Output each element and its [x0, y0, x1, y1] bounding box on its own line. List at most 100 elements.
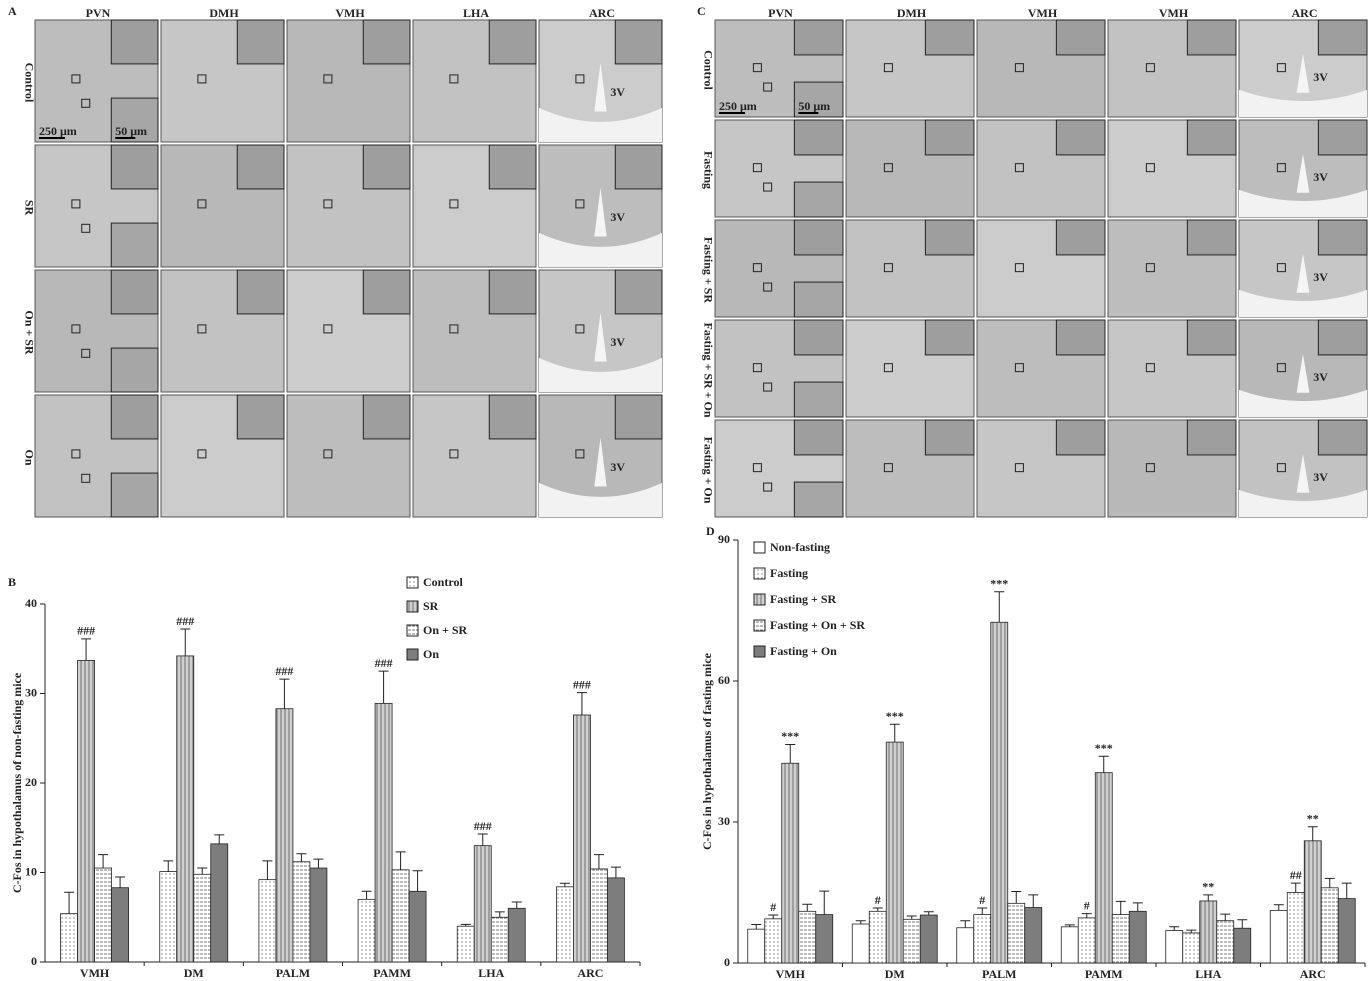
y-tick-label: 0	[31, 954, 37, 968]
micrograph	[977, 420, 1105, 517]
bar	[508, 908, 525, 962]
x-tick-label: PAMM	[373, 966, 411, 980]
error-bar	[214, 835, 224, 844]
micrograph-inset	[615, 145, 662, 189]
micrograph	[1108, 320, 1236, 417]
legend-swatch	[407, 577, 418, 588]
micrograph	[715, 120, 843, 217]
legend-label: Control	[423, 575, 463, 589]
ventricle-label: 3V	[610, 335, 625, 349]
micrograph	[413, 20, 536, 142]
bar	[1025, 908, 1042, 963]
micrograph-inset	[489, 20, 536, 64]
micrograph-inset	[489, 145, 536, 189]
micrograph-inset	[1187, 120, 1236, 155]
bar	[1061, 927, 1078, 963]
error-bar	[1291, 883, 1301, 892]
bar	[1338, 899, 1355, 963]
bar	[991, 622, 1008, 963]
micrograph-inset	[363, 20, 410, 64]
micrograph: 3V	[1239, 320, 1367, 417]
micrograph-inset	[1056, 220, 1105, 255]
bar	[1078, 918, 1095, 963]
micrograph	[413, 270, 536, 392]
legend-label: On	[423, 647, 439, 661]
bar	[61, 914, 78, 962]
error-bar	[279, 679, 289, 709]
error-bar	[1220, 914, 1230, 921]
column-header: ARC	[1292, 6, 1318, 20]
error-bar	[313, 859, 323, 868]
x-tick-label: ARC	[1300, 967, 1326, 981]
micrograph-inset	[363, 395, 410, 439]
micrograph-inset	[794, 282, 843, 317]
bar	[177, 656, 194, 962]
ventricle-label: 3V	[610, 210, 625, 224]
row-label: Fasting + On	[701, 437, 715, 504]
column-header: VMH	[335, 6, 365, 20]
micrograph-inset	[111, 20, 158, 64]
legend-swatch	[407, 601, 418, 612]
significance-label: ***	[781, 729, 799, 743]
micrograph	[161, 20, 284, 142]
bar	[799, 911, 816, 963]
scale-bar-label: 50 μm	[115, 124, 147, 138]
error-bar	[594, 855, 604, 869]
micrograph	[161, 145, 284, 267]
legend-swatch	[754, 568, 765, 579]
column-header: LHA	[463, 6, 489, 20]
bar	[310, 868, 327, 962]
bar	[491, 917, 508, 962]
error-bar	[960, 921, 970, 928]
panel-letter: A	[8, 4, 17, 18]
micrograph-inset	[615, 20, 662, 64]
legend-label: Fasting + On	[770, 644, 837, 658]
micrograph	[715, 420, 843, 517]
error-bar	[1116, 901, 1126, 914]
row-label: Fasting + SR + On	[701, 322, 715, 417]
micrograph-inset	[794, 382, 843, 417]
bar	[409, 891, 426, 962]
error-bar	[413, 871, 423, 892]
error-bar	[768, 915, 778, 919]
significance-label: #	[979, 893, 985, 907]
micrograph	[1108, 420, 1236, 517]
error-bar	[180, 629, 190, 656]
micrograph	[977, 20, 1105, 117]
legend-swatch	[754, 620, 765, 631]
micrograph	[846, 120, 974, 217]
y-tick-label: 30	[718, 814, 730, 828]
row-label: Fasting	[701, 151, 715, 189]
micrograph: 3V	[1239, 420, 1367, 517]
significance-label: #	[1084, 898, 1090, 912]
micrograph	[413, 145, 536, 267]
error-bar	[1203, 895, 1213, 901]
bar	[95, 868, 112, 962]
micrograph	[846, 320, 974, 417]
significance-label: **	[1307, 811, 1319, 825]
micrograph-inset	[925, 20, 974, 55]
x-tick-label: PALM	[982, 967, 1016, 981]
bar	[816, 915, 833, 963]
significance-label: #	[875, 893, 881, 907]
micrograph-inset	[363, 270, 410, 314]
micrograph-inset	[1187, 420, 1236, 455]
micrograph-inset	[111, 223, 158, 267]
legend-swatch	[754, 594, 765, 605]
column-header: PVN	[86, 6, 111, 20]
x-tick-label: PAMM	[1085, 967, 1123, 981]
micrograph: 250 μm50 μm	[715, 20, 843, 117]
legend-swatch	[754, 542, 765, 553]
micrograph-inset	[1056, 320, 1105, 355]
micrograph	[977, 220, 1105, 317]
error-bar	[1099, 756, 1109, 772]
significance-label: #	[770, 900, 776, 914]
micrograph	[35, 145, 158, 267]
ventricle-label: 3V	[1313, 470, 1328, 484]
micrograph	[846, 420, 974, 517]
error-bar	[512, 902, 522, 908]
micrograph	[161, 395, 284, 517]
micrograph-inset	[794, 20, 843, 55]
x-tick-label: LHA	[1195, 967, 1221, 981]
y-tick-label: 20	[25, 775, 37, 789]
